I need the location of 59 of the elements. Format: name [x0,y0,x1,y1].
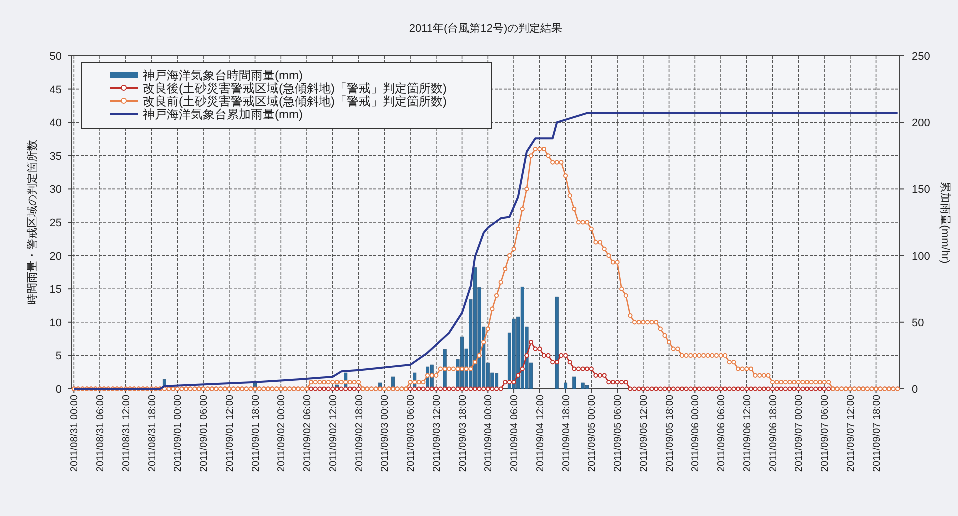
y-tick-label: 30 [50,184,62,196]
y-tick-label: 50 [50,51,62,63]
x-tick-label: 2011/08/31 18:00 [147,394,158,472]
y-tick-label: 5 [56,350,62,363]
x-tick-label: 2011/09/01 00:00 [173,394,184,472]
x-tick-label: 2011/09/03 18:00 [458,394,469,472]
y-tick-label: 15 [50,284,62,296]
y-tick-label: 40 [50,118,62,130]
x-tick-label: 2011/09/01 18:00 [250,394,262,472]
x-tick-label: 2011/09/01 12:00 [224,394,236,472]
x-tick-label: 2011/09/02 12:00 [328,394,340,472]
x-tick-label: 2011/09/05 12:00 [638,394,650,472]
x-tick-label: 2011/09/07 18:00 [872,394,883,472]
bar [564,382,568,390]
y2-tick-label: 0 [912,384,918,396]
y2-tick-label: 50 [912,317,924,330]
x-tick-label: 2011/09/07 00:00 [794,394,806,472]
y2-tick-label: 250 [912,51,930,63]
x-tick-label: 2011/08/31 06:00 [96,394,107,472]
y-tick-label: 45 [50,84,62,96]
x-tick-label: 2011/09/07 12:00 [846,394,857,472]
bar [555,296,559,390]
x-tick-label: 2011/09/02 18:00 [354,394,366,472]
x-tick-label: 2011/09/04 12:00 [535,394,546,472]
y2-tick-label: 200 [912,118,930,130]
y-tick-label: 25 [50,218,62,230]
x-tick-label: 2011/09/06 00:00 [690,394,702,472]
x-tick-label: 2011/09/03 00:00 [380,394,392,472]
x-tick-label: 2011/09/03 12:00 [432,394,443,472]
y2-axis-title: 累加雨量(mm/hr) [939,181,952,264]
x-tick-label: 2011/09/06 18:00 [768,394,780,472]
legend-label: 神戸海洋気象台累加雨量(mm) [143,108,303,122]
y-tick-label: 35 [50,150,62,163]
x-tick-label: 2011/09/04 00:00 [484,394,495,472]
legend-label: 改良後(土砂災害警戒区域(急傾斜地)「警戒」判定箇所数) [143,82,447,96]
y-axis-title: 時間雨量・警戒区域の判定箇所数 [26,140,39,305]
x-tick-label: 2011/09/04 18:00 [561,394,572,472]
x-tick-label: 2011/09/06 12:00 [742,394,754,472]
bar [572,376,576,390]
x-tick-label: 2011/08/31 12:00 [121,394,132,472]
x-tick-label: 2011/09/02 00:00 [276,394,288,472]
x-tick-label: 2011/09/04 06:00 [510,394,521,472]
x-tick-label: 2011/09/01 06:00 [199,394,210,472]
y2-tick-label: 100 [912,250,930,263]
y-tick-label: 0 [56,384,62,396]
legend-label: 改良前(土砂災害警戒区域(急傾斜地)「警戒」判定箇所数) [143,94,447,108]
x-tick-label: 2011/08/31 00:00 [70,394,81,472]
x-tick-label: 2011/09/05 18:00 [664,394,676,472]
x-tick-label: 2011/09/05 00:00 [587,394,598,472]
x-tick-label: 2011/09/02 06:00 [302,394,314,472]
x-tick-label: 2011/09/05 06:00 [613,394,624,472]
x-tick-label: 2011/09/03 06:00 [406,394,418,472]
y2-tick-label: 150 [912,184,930,196]
x-tick-label: 2011/09/06 06:00 [716,394,728,472]
y-tick-label: 10 [50,317,62,330]
y-tick-label: 20 [50,250,62,263]
x-tick-label: 2011/09/07 06:00 [820,394,832,472]
legend-label: 神戸海洋気象台時間雨量(mm) [143,68,303,82]
chart-title: 2011年(台風第12号)の判定結果 [409,22,563,35]
